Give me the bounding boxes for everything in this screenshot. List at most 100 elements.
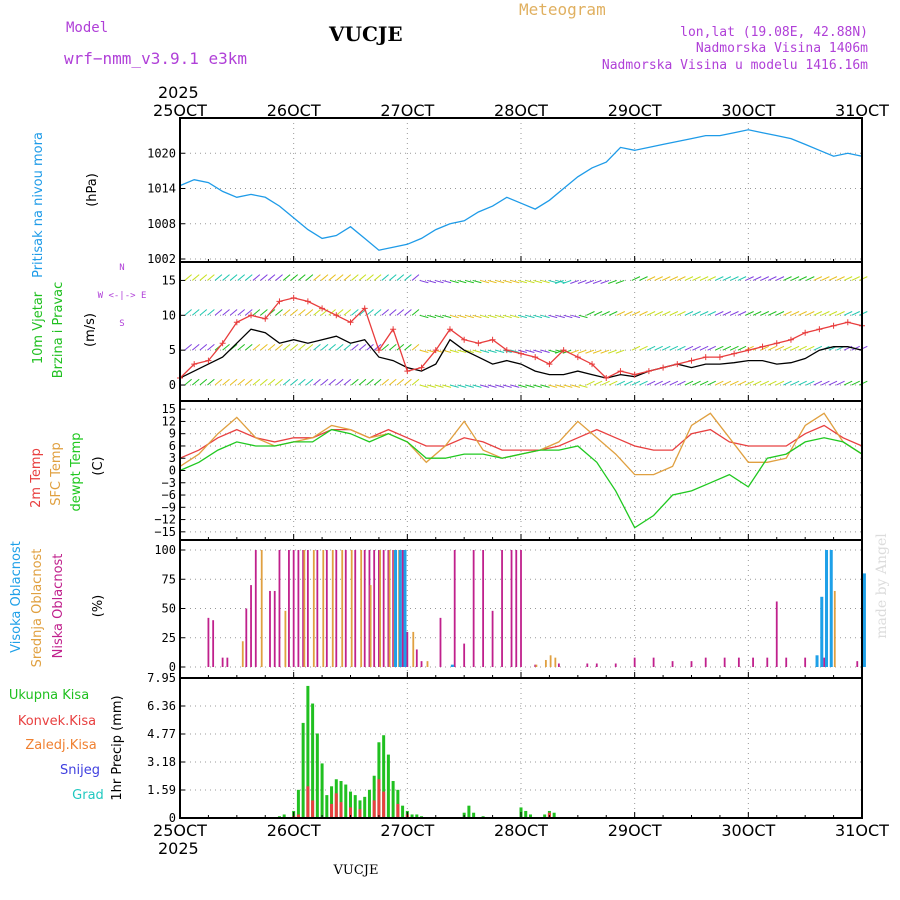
wind-arrow — [805, 311, 815, 316]
wind-arrow — [790, 276, 800, 281]
clouds-bar-mid_cloud — [284, 610, 287, 667]
precip-bar-precip_total — [552, 812, 556, 818]
wind-arrow — [745, 380, 754, 386]
precip-bar-precip_total — [353, 795, 357, 818]
wind-arrow — [600, 349, 610, 354]
wind-arrow — [615, 279, 625, 284]
cloud-label-high: Visoka Oblacnost — [9, 541, 24, 653]
wind-arrow — [836, 380, 845, 386]
wind-arrow — [548, 384, 558, 388]
clouds-bar-low_cloud — [463, 643, 466, 667]
wind-arrow — [419, 314, 429, 319]
clouds-bar-mid_cloud — [388, 550, 391, 667]
wind-arrow — [351, 343, 359, 351]
temperature-ytick-label: −12 — [154, 513, 176, 527]
axis-layer: 100210081014102005101515129630−3−6−9−12−… — [147, 117, 863, 825]
gust-point — [816, 326, 823, 333]
grid-layer — [180, 118, 868, 819]
clouds-bar-low_cloud — [387, 550, 390, 667]
wind-arrow — [525, 384, 535, 388]
wind-arrow — [343, 274, 352, 281]
clouds-bar-mid_cloud — [303, 550, 306, 667]
wind-series-wind_speed — [179, 328, 863, 379]
wind-arrow — [616, 380, 626, 386]
wind-arrow — [608, 380, 618, 386]
clouds-bar-low_cloud — [723, 657, 726, 667]
gust-point — [745, 347, 752, 354]
wind-arrow — [229, 309, 238, 316]
pressure-ytick-label: 1020 — [147, 146, 176, 160]
wind-arrow — [730, 276, 739, 281]
temperature-ytick-label: 6 — [169, 439, 176, 453]
wind-arrow — [381, 309, 389, 316]
compass-north: N — [119, 263, 124, 273]
wind-arrow — [449, 384, 459, 388]
wind-arrow — [381, 274, 389, 281]
wind-arrow — [419, 349, 429, 353]
top-x-tick-label: 31OCT — [835, 101, 889, 120]
wind-arrow — [229, 274, 238, 281]
temperature-ytick-label: −3 — [162, 476, 176, 490]
wind-arrow — [828, 380, 838, 386]
gust-point — [248, 312, 255, 319]
wind-arrow — [328, 309, 336, 316]
wind-arrow — [661, 311, 671, 316]
clouds-bar-low_cloud — [856, 661, 859, 667]
wind-arrow — [722, 311, 732, 316]
gust-point — [759, 343, 766, 350]
wind-arrow — [768, 276, 777, 281]
clouds-bar-low_cloud — [633, 657, 636, 667]
clouds-bar-mid_cloud — [535, 664, 538, 667]
wind-arrow — [631, 380, 641, 386]
wind-arrow — [586, 380, 595, 386]
wind-arrow — [851, 311, 860, 316]
wind-arrow — [207, 378, 215, 386]
clouds-bar-low_cloud — [586, 663, 589, 667]
wind-arrow — [313, 343, 321, 351]
clouds-bar-mid_cloud — [554, 657, 557, 667]
temperature-ytick-label: 9 — [169, 427, 176, 441]
wind-arrow — [275, 309, 283, 316]
precip-bar-precip_conv — [334, 793, 338, 818]
gust-point — [830, 322, 837, 329]
wind-arrow — [821, 276, 830, 281]
top-x-tick-label: 30OCT — [721, 101, 775, 120]
wind-arrow — [389, 309, 397, 316]
precip-bar-precip_conv — [306, 786, 310, 818]
legend-freezing-rain: Zaledj.Kisa — [25, 738, 96, 753]
wind-arrow — [752, 311, 762, 316]
wind-arrow — [661, 345, 671, 351]
wind-arrow — [714, 345, 724, 351]
precip-bar-precip_total — [315, 733, 319, 818]
clouds-bar-low_cloud — [690, 661, 693, 667]
wind-arrow — [646, 345, 656, 351]
precip-bar-precip_total — [467, 805, 471, 818]
clouds-bar-mid_cloud — [260, 550, 263, 667]
bottom-x-tick-label: 28OCT — [494, 821, 548, 840]
bottom-x-tick-label: 31OCT — [835, 821, 889, 840]
wind-arrow — [760, 276, 770, 281]
wind-arrow — [290, 274, 299, 281]
pressure-unit: (hPa) — [85, 173, 100, 207]
top-x-tick-label: 29OCT — [608, 101, 662, 120]
wind-arrow — [184, 309, 192, 316]
pressure-ytick-label: 1014 — [147, 182, 176, 196]
clouds-bar-low_cloud — [804, 657, 807, 667]
wind-arrow — [601, 311, 610, 316]
wind-arrow — [320, 343, 329, 351]
wind-arrow — [798, 345, 807, 351]
wind-arrow — [457, 349, 467, 353]
wind-arrow — [427, 314, 437, 319]
clouds-bar-mid_cloud — [312, 550, 315, 667]
wind-arrow — [540, 279, 550, 284]
gust-point — [660, 364, 667, 371]
clouds-bar-low_cloud — [297, 550, 300, 667]
clouds-bar-low_cloud — [269, 590, 271, 667]
wind-arrow — [411, 343, 420, 351]
wind-arrow — [464, 384, 474, 388]
wind-arrow — [593, 380, 603, 386]
clouds-bar-low_cloud — [363, 550, 366, 667]
wind-arrow — [298, 309, 306, 316]
wind-arrow — [615, 349, 625, 354]
